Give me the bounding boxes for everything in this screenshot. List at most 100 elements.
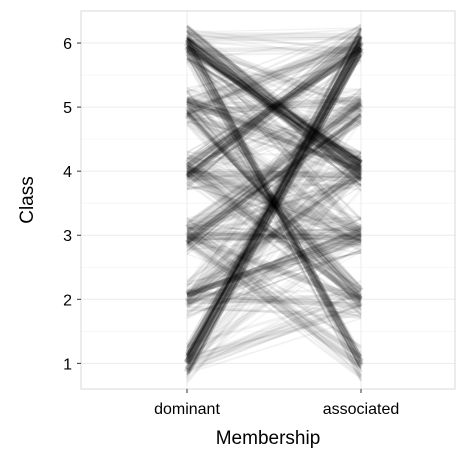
flow-core-line [186, 234, 362, 298]
flow-line [186, 284, 362, 371]
flow-line [186, 167, 362, 292]
flow-line [186, 103, 362, 252]
flow-line [186, 59, 362, 108]
flow-line [186, 28, 362, 159]
flow-line [186, 253, 362, 319]
flow-band-1-to-2 [186, 279, 362, 375]
flow-band-5-to-5 [186, 88, 362, 128]
flow-core-line [186, 96, 362, 115]
flow-line [185, 46, 363, 352]
flow-line [186, 47, 362, 382]
flow-core-line [186, 112, 362, 169]
flow-line [186, 312, 362, 357]
flow-line [186, 53, 362, 365]
flow-line [186, 164, 362, 242]
flow-line [186, 88, 362, 109]
flow-line [186, 25, 362, 182]
flow-line [186, 48, 362, 112]
flow-core-line [185, 230, 363, 298]
flow-line [186, 123, 362, 308]
flow-line [186, 55, 362, 357]
flow-line [186, 229, 362, 348]
flow-core-line [185, 41, 363, 116]
flow-line [186, 215, 362, 229]
flow-line [186, 227, 362, 232]
flow-core-line [186, 233, 362, 241]
flow-core-line [184, 110, 364, 294]
flow-core-line [186, 36, 362, 43]
flow-core-line [185, 232, 363, 359]
flow-core-line [186, 97, 362, 174]
flow-line [186, 156, 362, 186]
flow-core-line [185, 42, 363, 168]
flow-core-line [185, 41, 363, 181]
flow-line [186, 293, 362, 361]
flow-line [186, 100, 362, 243]
flow-line [186, 114, 362, 181]
flow-line [186, 32, 362, 176]
flow-line [186, 96, 362, 162]
flow-line [186, 47, 362, 364]
flow-core-line [186, 167, 362, 179]
flow-line [186, 46, 362, 371]
flow-line [186, 100, 362, 164]
flow-line [186, 44, 362, 182]
flow-line [186, 45, 362, 159]
flow-line [186, 101, 362, 252]
flow-line [186, 174, 362, 252]
flow-band-2-to-5 [184, 91, 364, 308]
flow-core-line [186, 41, 362, 110]
flow-core-line [185, 48, 363, 165]
flow-line [186, 287, 362, 297]
flow-core-line [185, 172, 363, 297]
flow-line [186, 35, 362, 369]
flow-line [186, 37, 362, 356]
flow-core-line [185, 34, 363, 116]
flow-core-line [185, 43, 363, 169]
flow-core-line [185, 97, 363, 304]
flow-line [186, 218, 362, 377]
flow-core-line [185, 36, 363, 179]
flow-line [186, 46, 362, 102]
flow-line [186, 249, 362, 306]
flow-core-line [185, 164, 363, 231]
flow-line [186, 219, 362, 311]
grid-layer [81, 11, 455, 389]
flow-line [186, 26, 362, 168]
flow-core-line [186, 101, 362, 172]
flow-core-line [184, 33, 364, 302]
flow-band-5-to-4 [185, 87, 363, 181]
flow-core-line [185, 173, 363, 358]
flow-line [185, 168, 363, 384]
flow-line [186, 224, 362, 313]
flow-core-line [185, 240, 363, 359]
flow-line [186, 224, 362, 365]
flow-line [186, 120, 362, 156]
flow-core-line [186, 293, 362, 305]
flow-line [186, 43, 362, 348]
flow-core-line [186, 176, 362, 234]
flow-core-line [185, 97, 363, 240]
flow-line [186, 29, 362, 169]
flow-line [186, 115, 362, 296]
flow-line [185, 53, 363, 357]
flow-line [186, 44, 362, 180]
flow-core-line [184, 41, 364, 365]
flow-band-1-to-4 [184, 151, 364, 384]
flow-line [186, 36, 362, 238]
flow-core-line [186, 174, 362, 182]
flow-line [186, 103, 362, 288]
flow-line [186, 252, 362, 283]
flow-band-6-to-6 [186, 27, 362, 62]
flow-line [186, 183, 362, 227]
flow-line [186, 48, 362, 170]
flow-line [186, 28, 362, 191]
flow-line [186, 239, 362, 359]
flow-line [186, 251, 362, 348]
flow-line [186, 92, 362, 245]
flow-core-line [185, 46, 363, 166]
flow-line [186, 185, 362, 301]
flow-band-4-to-3 [185, 152, 363, 252]
flow-line [186, 105, 362, 288]
flow-line [186, 24, 362, 107]
